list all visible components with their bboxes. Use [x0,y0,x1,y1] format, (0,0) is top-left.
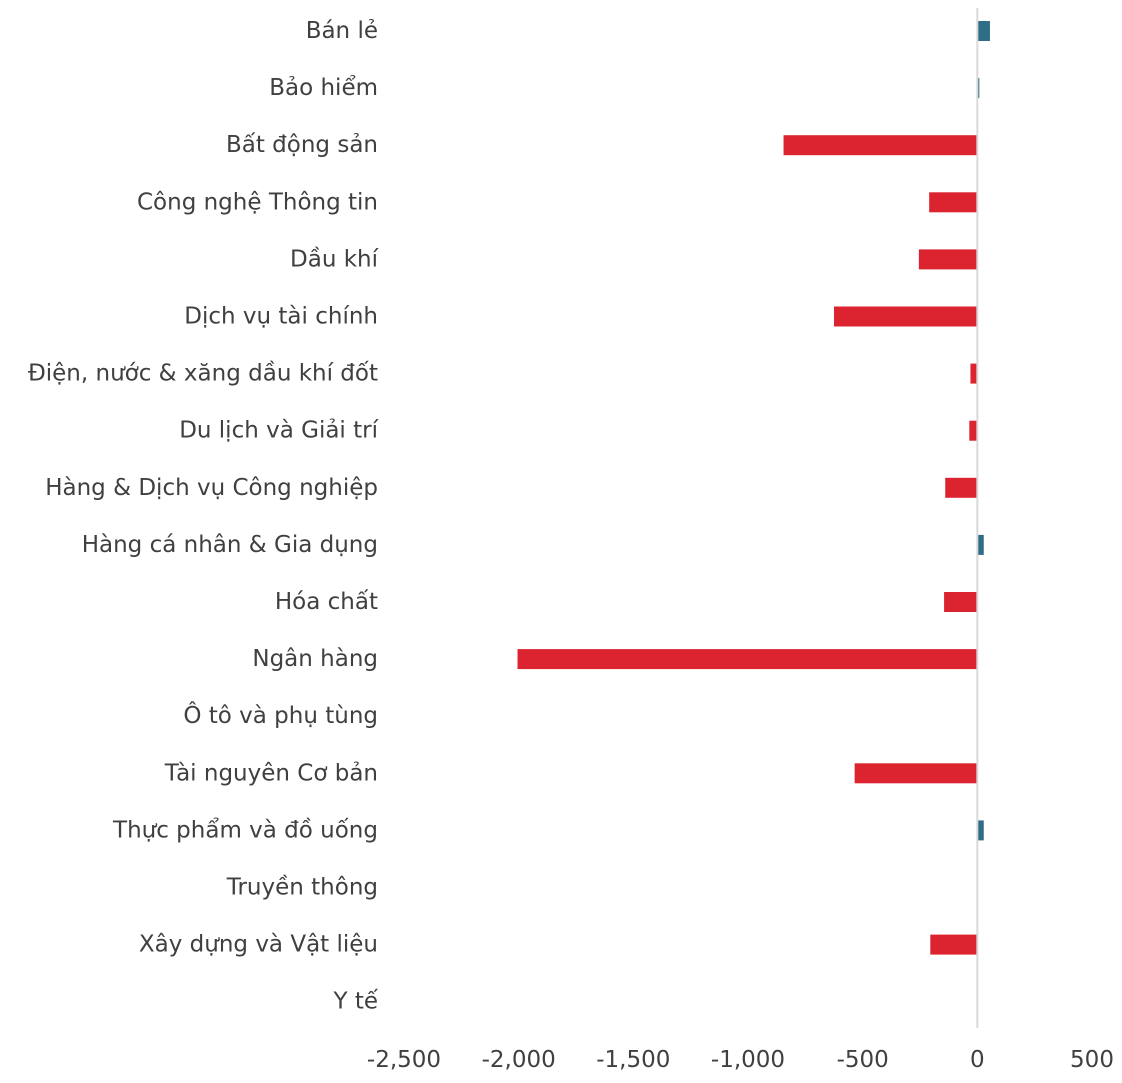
bar-cong-nghe-thong-tin [929,192,978,213]
category-label-tai-nguyen-co-ban: Tài nguyên Cơ bản [164,760,378,786]
bar-ngan-hang [517,649,978,670]
bar-hoa-chat [944,592,978,612]
category-label-cong-nghe-thong-tin: Công nghệ Thông tin [137,189,378,215]
category-label-xay-dung-va-vat-lieu: Xây dựng và Vật liệu [139,932,378,958]
category-labels: Bán lẻ Bảo hiểm Bất động sản Công nghệ Thôn… [28,18,379,1015]
category-label-dien-nuoc-xang-dau-khi-dot: Điện, nước & xăng dầu khí đốt [28,361,378,387]
x-tick-label: 500 [1070,1047,1114,1073]
category-label-dich-vu-tai-chinh: Dịch vụ tài chính [184,304,378,330]
category-label-y-te: Y tế [332,989,378,1015]
category-label-ngan-hang: Ngân hàng [252,646,378,672]
category-label-truyen-thong: Truyền thông [226,875,378,901]
x-axis-tick-labels: -2,500 -2,000 -1,500 -1,000 -500 0 500 [367,1047,1114,1073]
bar-xay-dung-va-vat-lieu [930,934,978,955]
category-label-bao-hiem: Bảo hiểm [269,75,378,101]
bar-dau-khi [918,249,978,270]
bar-dich-vu-tai-chinh [834,306,978,327]
x-tick-label: -2,000 [482,1047,556,1073]
bar-du-lich-va-giai-tri [969,420,978,441]
x-tick-label: -1,000 [711,1047,785,1073]
bar-hang-ca-nhan-gia-dung [977,534,984,555]
bar-thuc-pham-va-do-uong [977,820,984,841]
x-tick-label: 0 [970,1047,985,1073]
x-tick-label: -2,500 [367,1047,441,1073]
category-label-du-lich-va-giai-tri: Du lịch và Giải trí [179,418,378,444]
category-label-o-to-va-phu-tung: Ô tô và phụ tùng [183,701,378,729]
category-label-bat-dong-san: Bất động sản [226,132,378,158]
x-tick-label: -1,500 [596,1047,670,1073]
category-label-ban-le: Bán lẻ [306,18,378,44]
bar-bat-dong-san [783,135,978,156]
bar-hang-dich-vu-cong-nghiep [945,477,978,498]
category-label-hang-ca-nhan-gia-dung: Hàng cá nhân & Gia dụng [82,532,378,558]
category-label-hang-dich-vu-cong-nghiep: Hàng & Dịch vụ Công nghiệp [45,475,378,501]
bar-dien-nuoc-xang-dau-khi-dot [970,363,978,384]
category-label-dau-khi: Dầu khí [290,246,379,272]
bar-ban-le [977,21,990,41]
x-tick-label: -500 [837,1047,889,1073]
bar-tai-nguyen-co-ban [854,763,978,784]
bars [517,21,990,955]
category-label-thuc-pham-va-do-uong: Thực phẩm và đồ uống [112,817,378,843]
category-label-hoa-chat: Hóa chất [275,589,378,615]
